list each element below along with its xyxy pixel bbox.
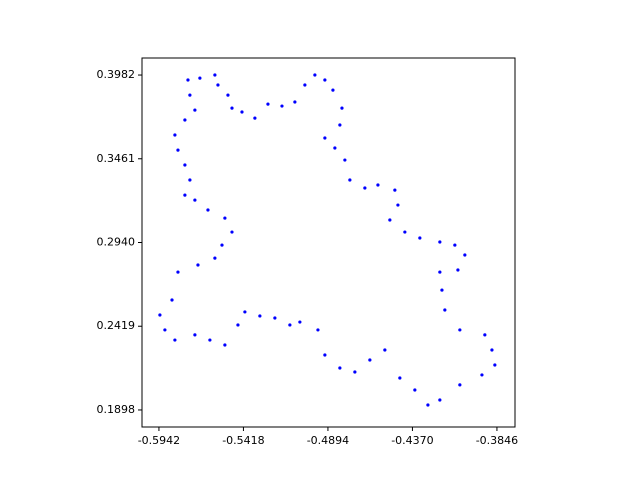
point — [323, 78, 327, 82]
point — [230, 230, 234, 234]
point — [188, 178, 192, 182]
point — [223, 343, 227, 347]
point — [493, 363, 497, 367]
x-tick-label: -0.5942 — [138, 434, 180, 447]
point — [348, 178, 352, 182]
point — [258, 314, 262, 318]
y-tick-label: 0.3982 — [97, 68, 136, 81]
point — [443, 308, 447, 312]
point — [196, 263, 200, 267]
point — [170, 298, 174, 302]
point — [383, 348, 387, 352]
point — [273, 316, 277, 320]
point — [331, 88, 335, 92]
point — [176, 270, 180, 274]
point — [396, 203, 400, 207]
point — [438, 398, 442, 402]
point — [176, 148, 180, 152]
point — [213, 256, 217, 260]
point — [183, 163, 187, 167]
x-tick-label: -0.4370 — [391, 434, 433, 447]
point — [298, 320, 302, 324]
point — [393, 188, 397, 192]
plot-frame — [141, 57, 516, 428]
point — [418, 236, 422, 240]
point — [163, 328, 167, 332]
point — [173, 338, 177, 342]
point — [438, 240, 442, 244]
point — [213, 73, 217, 77]
point — [316, 328, 320, 332]
point — [338, 366, 342, 370]
point — [280, 104, 284, 108]
point — [343, 158, 347, 162]
point — [198, 76, 202, 80]
point — [480, 373, 484, 377]
point — [323, 136, 327, 140]
point — [158, 313, 162, 317]
point — [483, 333, 487, 337]
point — [398, 376, 402, 380]
point — [216, 83, 220, 87]
point — [376, 183, 380, 187]
point — [403, 230, 407, 234]
point — [188, 93, 192, 97]
y-tick-label: 0.2419 — [97, 319, 136, 332]
point — [490, 348, 494, 352]
point — [240, 110, 244, 114]
point — [193, 333, 197, 337]
point — [353, 370, 357, 374]
point — [183, 193, 187, 197]
point — [226, 93, 230, 97]
point — [186, 78, 190, 82]
point — [340, 106, 344, 110]
point — [368, 358, 372, 362]
y-tick-label: 0.1898 — [97, 403, 136, 416]
point — [338, 123, 342, 127]
y-tick-label: 0.2940 — [97, 236, 136, 249]
point — [388, 218, 392, 222]
point — [288, 323, 292, 327]
point — [253, 116, 257, 120]
point — [313, 73, 317, 77]
point — [413, 388, 417, 392]
point — [458, 328, 462, 332]
point — [193, 198, 197, 202]
point — [323, 353, 327, 357]
x-tick-label: -0.4894 — [307, 434, 349, 447]
point — [173, 133, 177, 137]
point — [206, 208, 210, 212]
point — [440, 288, 444, 292]
point — [183, 118, 187, 122]
point — [230, 106, 234, 110]
point — [193, 108, 197, 112]
point — [333, 146, 337, 150]
point — [293, 100, 297, 104]
point — [363, 186, 367, 190]
point — [303, 83, 307, 87]
point — [456, 268, 460, 272]
point — [463, 253, 467, 257]
point — [438, 270, 442, 274]
point — [223, 216, 227, 220]
point — [208, 338, 212, 342]
point — [243, 310, 247, 314]
point — [426, 403, 430, 407]
point — [220, 243, 224, 247]
point — [266, 102, 270, 106]
point — [458, 383, 462, 387]
point — [236, 323, 240, 327]
y-tick-label: 0.3461 — [97, 152, 136, 165]
x-tick-label: -0.3846 — [476, 434, 518, 447]
point — [453, 243, 457, 247]
x-tick-label: -0.5418 — [222, 434, 264, 447]
